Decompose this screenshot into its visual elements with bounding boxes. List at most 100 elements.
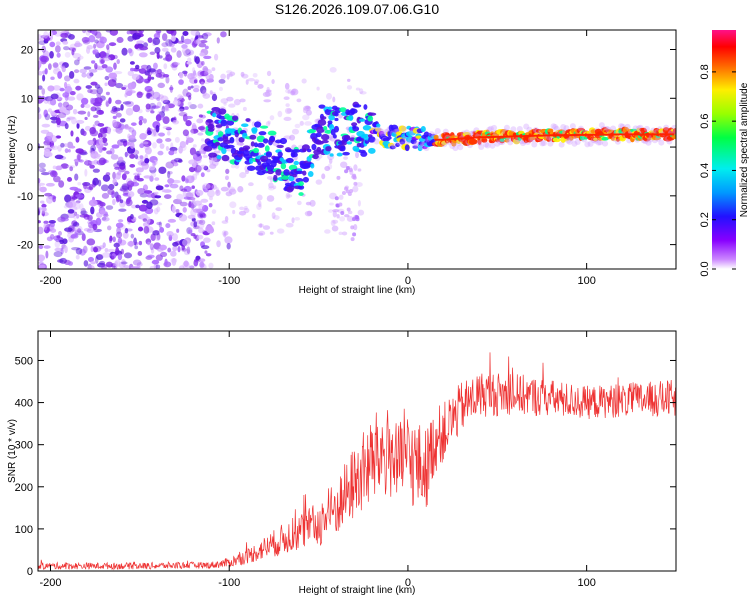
heatmap-blob xyxy=(190,30,200,36)
heatmap-blob xyxy=(157,247,164,252)
heatmap-blob xyxy=(359,88,364,95)
heatmap-blob xyxy=(105,30,112,33)
heatmap-blob xyxy=(188,200,192,208)
heatmap-blob xyxy=(97,122,105,127)
heatmap-blob xyxy=(344,186,349,191)
heatmap-blob xyxy=(50,145,59,151)
heatmap-blob xyxy=(120,185,129,192)
heatmap-blob xyxy=(197,132,204,136)
heatmap-blob xyxy=(108,72,118,80)
heatmap-blob xyxy=(89,129,99,137)
heatmap-blob xyxy=(355,151,360,159)
heatmap-blob xyxy=(245,79,249,85)
heatmap-blob xyxy=(190,85,194,89)
heatmap-blob xyxy=(280,162,287,170)
heatmap-blob xyxy=(183,38,192,45)
heatmap-blob xyxy=(101,216,110,222)
heatmap-blob xyxy=(531,141,538,148)
heatmap-blob xyxy=(389,145,396,150)
heatmap-blob xyxy=(181,175,186,182)
heatmap-blob xyxy=(269,135,275,142)
heatmap-blob xyxy=(253,147,260,154)
heatmap-blob xyxy=(307,170,314,177)
heatmap-blob xyxy=(88,199,98,207)
heatmap-blob xyxy=(332,96,336,103)
heatmap-blob xyxy=(211,93,218,102)
heatmap-blob xyxy=(163,63,168,70)
heatmap-blob xyxy=(93,246,99,253)
heatmap-blob xyxy=(150,110,155,114)
heatmap-blob xyxy=(183,248,191,256)
snr-series xyxy=(38,352,676,571)
heatmap-blob xyxy=(83,227,92,232)
heatmap-blob xyxy=(577,125,584,132)
heatmap-blob xyxy=(243,205,248,210)
heatmap-blob xyxy=(268,186,275,191)
heatmap-blob xyxy=(229,136,235,144)
heatmap-blob xyxy=(220,73,226,80)
heatmap-blob xyxy=(285,222,294,228)
heatmap-blob xyxy=(149,102,157,110)
heatmap-blob xyxy=(167,247,172,253)
heatmap-blob xyxy=(38,207,41,216)
heatmap-blob xyxy=(73,212,77,220)
colorbar-gradient xyxy=(712,30,736,269)
heatmap-blob xyxy=(87,111,91,118)
heatmap-blob xyxy=(205,253,212,257)
heatmap-blob xyxy=(504,138,510,143)
heatmap-blob xyxy=(38,37,44,42)
heatmap-blob xyxy=(107,79,117,87)
heatmap-blob xyxy=(52,85,62,91)
heatmap-blob xyxy=(112,198,116,206)
heatmap-blob xyxy=(129,61,135,65)
heatmap-blob xyxy=(156,221,162,226)
colorbar-label: Normalized spectral amplitude xyxy=(739,82,750,217)
heatmap-blob xyxy=(336,213,340,219)
heatmap-blob xyxy=(129,153,136,159)
heatmap-blob xyxy=(165,138,172,142)
heatmap-blob xyxy=(192,87,200,93)
heatmap-blob xyxy=(112,178,117,186)
heatmap-blob xyxy=(207,128,215,132)
heatmap-blob xyxy=(74,40,81,48)
heatmap-blob xyxy=(238,210,247,216)
heatmap-blob xyxy=(174,136,180,143)
x-tick-label: 0 xyxy=(405,275,411,287)
heatmap-blob xyxy=(203,145,213,152)
heatmap-blob xyxy=(99,260,106,266)
heatmap-blob xyxy=(357,209,365,216)
heatmap-blob xyxy=(38,143,41,150)
heatmap-blob xyxy=(67,209,75,214)
heatmap-blob xyxy=(112,115,117,120)
heatmap-blob xyxy=(152,37,161,46)
heatmap-blob xyxy=(211,67,216,72)
heatmap-blob xyxy=(295,170,304,175)
heatmap-blob xyxy=(126,198,131,205)
heatmap-blob xyxy=(74,173,79,181)
heatmap-blob xyxy=(127,191,135,198)
heatmap-blob xyxy=(239,172,247,179)
heatmap-blob xyxy=(127,82,136,90)
heatmap-blob xyxy=(160,95,169,103)
colorbar-tick-label: 0.0 xyxy=(699,261,711,276)
heatmap-blob xyxy=(224,216,229,222)
heatmap-blob xyxy=(66,201,74,209)
heatmap-blob xyxy=(123,126,132,130)
heatmap-blob xyxy=(109,147,115,155)
heatmap-blob xyxy=(38,207,43,211)
heatmap-blob xyxy=(172,233,178,241)
heatmap-blob xyxy=(197,223,205,229)
heatmap-blob xyxy=(167,170,173,175)
heatmap-blob xyxy=(412,145,419,149)
heatmap-blob xyxy=(227,186,236,193)
heatmap-blob xyxy=(148,165,156,171)
heatmap-blob xyxy=(193,221,198,228)
heatmap-blob xyxy=(433,134,439,141)
heatmap-blob xyxy=(324,165,331,172)
heatmap-blob xyxy=(211,209,217,214)
heatmap-blob xyxy=(144,144,150,151)
heatmap-blob xyxy=(244,169,250,175)
heatmap-blob xyxy=(60,217,69,222)
heatmap-blob xyxy=(256,203,262,210)
heatmap-blob xyxy=(115,99,122,105)
